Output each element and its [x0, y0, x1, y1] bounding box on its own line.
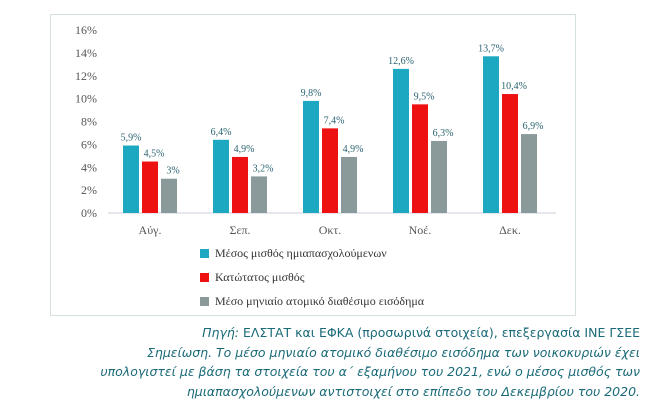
data-label: 3% — [166, 166, 179, 177]
source-note: Πηγή: ΕΛΣΤΑΤ και ΕΦΚΑ (προσωρινά στοιχεί… — [202, 325, 640, 340]
note-line: ημιαπασχολούμενων αντιστοιχεί στο επίπεδ… — [186, 384, 640, 399]
legend-item: Μέσο μηνιαίο ατομικό διαθέσιμο εισόδημα — [200, 294, 424, 309]
x-tick-label: Δεκ. — [499, 223, 521, 237]
bar — [123, 145, 139, 213]
y-tick-label: 4% — [81, 160, 97, 174]
data-label: 3,2% — [253, 163, 274, 174]
bar — [521, 134, 537, 213]
legend-label: Μέσο μηνιαίο ατομικό διαθέσιμο εισόδημα — [215, 294, 425, 308]
data-label: 4,9% — [234, 144, 255, 155]
bar — [232, 156, 248, 213]
data-label: 4,5% — [144, 149, 165, 160]
legend-swatch — [200, 249, 209, 258]
x-tick-label: Αύγ. — [139, 223, 162, 237]
source-label: Πηγή: — [202, 325, 240, 340]
note-line: Σημείωση. Το μέσο μηνιαίο ατομικό διαθέσ… — [147, 345, 640, 360]
data-label: 6,4% — [211, 127, 232, 138]
y-tick-label: 6% — [81, 137, 97, 151]
data-label: 4,9% — [343, 144, 364, 155]
y-tick-label: 8% — [81, 115, 97, 129]
y-tick-label: 2% — [81, 183, 97, 197]
bar — [502, 94, 518, 213]
bar — [341, 156, 357, 213]
y-tick-label: 10% — [75, 92, 97, 106]
bar-chart: 0% 2% 4% 6% 8% 10% 12% 14% 16% Αύγ. 5,9%4,5%3% Σεπ.… — [75, 23, 556, 237]
bar — [161, 178, 177, 213]
bar — [322, 128, 338, 213]
data-label: 6,9% — [523, 121, 544, 132]
data-label: 9,5% — [414, 91, 435, 102]
chart-frame — [50, 14, 576, 316]
bar — [251, 176, 267, 213]
legend-swatch — [200, 273, 209, 282]
bar — [213, 139, 229, 213]
legend-item: Μέσος μισθός ημιαπασχολούμενων — [200, 246, 387, 261]
x-tick-label: Σεπ. — [229, 223, 250, 237]
y-tick-label: 14% — [75, 46, 97, 60]
legend-swatch — [200, 297, 209, 306]
y-tick-label: 12% — [75, 69, 97, 83]
x-tick-label: Οκτ. — [319, 223, 342, 237]
y-tick-label: 16% — [75, 23, 97, 37]
data-label: 7,4% — [324, 115, 345, 126]
y-tick-label: 0% — [81, 206, 97, 220]
x-tick-label: Νοέ. — [409, 223, 432, 237]
data-label: 6,3% — [433, 128, 454, 139]
data-label: 13,7% — [478, 43, 504, 54]
legend-label: Μέσος μισθός ημιαπασχολούμενων — [215, 246, 387, 260]
data-label: 10,4% — [501, 81, 527, 92]
source-text: ΕΛΣΤΑΤ και ΕΦΚΑ (προσωρινά στοιχεία), επ… — [239, 325, 640, 340]
bar — [303, 100, 319, 213]
legend-item: Κατώτατος μισθός — [200, 270, 305, 285]
bar — [412, 104, 428, 213]
data-label: 9,8% — [301, 88, 322, 99]
bar — [431, 140, 447, 213]
bar — [483, 56, 499, 214]
bar — [393, 68, 409, 213]
note-line: υπολογιστεί με βάση τα στοιχεία του α΄ ε… — [100, 364, 640, 379]
legend-label: Κατώτατος μισθός — [215, 270, 305, 284]
data-label: 5,9% — [121, 133, 142, 144]
bar — [142, 161, 158, 213]
data-label: 12,6% — [388, 56, 414, 67]
